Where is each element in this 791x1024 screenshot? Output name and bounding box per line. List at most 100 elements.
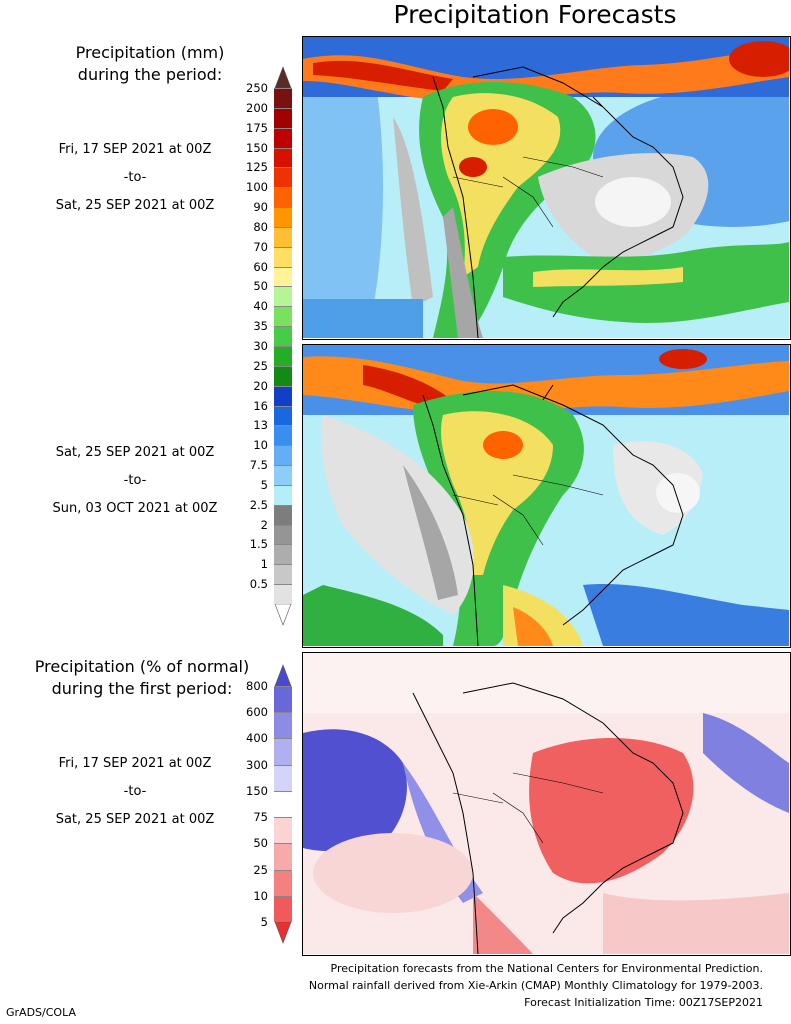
- period2-start: Sat, 25 SEP 2021 at 00Z: [55, 445, 215, 460]
- pct-colorbar-swatch: [274, 686, 292, 713]
- period1-sep: -to-: [123, 170, 147, 185]
- mm-colorbar-tick-label: 35: [253, 319, 268, 334]
- precip-mm-colorbar: [274, 66, 292, 626]
- pct-colorbar-tick-label: 10: [253, 888, 268, 903]
- mm-colorbar-swatch: [274, 544, 292, 565]
- pct-colorbar-swatch: [274, 712, 292, 739]
- mm-colorbar-tick-label: 60: [253, 259, 268, 274]
- mm-colorbar-swatch: [274, 504, 292, 525]
- mm-colorbar-tick-label: 90: [253, 200, 268, 215]
- mm-colorbar-swatch: [274, 484, 292, 505]
- mm-colorbar-tick-label: 2.5: [249, 497, 268, 512]
- precip-pct-heading: Precipitation (% of normal) during the f…: [12, 656, 272, 700]
- pct-colorbar-tick-label: 5: [260, 915, 268, 929]
- mm-colorbar-swatch: [274, 147, 292, 168]
- period2-end: Sun, 03 OCT 2021 at 00Z: [52, 501, 218, 516]
- mm-colorbar-tick-label: 100: [246, 180, 268, 195]
- footer-line1: Precipitation forecasts from the Nationa…: [330, 962, 764, 975]
- mm-colorbar-tick-label: 125: [246, 160, 268, 175]
- period1-end: Sat, 25 SEP 2021 at 00Z: [55, 198, 215, 213]
- mm-colorbar-top-arrow: [274, 66, 292, 88]
- precip-map-period1: [302, 36, 791, 340]
- pct-colorbar-swatch: [274, 895, 292, 922]
- mm-colorbar-swatch: [274, 207, 292, 227]
- mm-colorbar-tick-label: 16: [253, 398, 268, 413]
- mm-colorbar-tick-label: 80: [253, 219, 268, 234]
- mm-colorbar-swatch: [274, 306, 292, 327]
- period3-end: Sat, 25 SEP 2021 at 00Z: [55, 812, 215, 827]
- pct-colorbar-bottom-arrow: [274, 922, 292, 944]
- precip-pct-colorbar: [274, 664, 292, 944]
- mm-colorbar-tick-label: 40: [253, 299, 268, 314]
- mm-colorbar-swatch: [274, 385, 292, 406]
- mm-colorbar-swatch: [274, 187, 292, 208]
- mm-colorbar-tick-label: 20: [253, 378, 268, 393]
- page-title: Precipitation Forecasts: [393, 0, 677, 29]
- mm-colorbar-swatch: [274, 524, 292, 545]
- footer-line3: Forecast Initialization Time: 00Z17SEP20…: [524, 996, 763, 1009]
- mm-colorbar-tick-label: 50: [253, 279, 268, 294]
- mm-colorbar-swatch: [274, 127, 292, 148]
- mm-colorbar-tick-label: 13: [253, 418, 268, 433]
- mm-colorbar-swatch: [274, 346, 292, 366]
- pct-colorbar-tick-label: 150: [246, 783, 268, 798]
- pct-colorbar-swatch: [274, 817, 292, 844]
- mm-colorbar-tick-label: 7.5: [249, 458, 268, 473]
- mm-colorbar-tick-label: 10: [253, 438, 268, 453]
- mm-colorbar-swatch: [274, 226, 292, 247]
- pct-colorbar-tick-label: 400: [246, 731, 268, 746]
- mm-colorbar-tick-label: 25: [253, 358, 268, 373]
- pct-colorbar-swatch: [274, 869, 292, 896]
- mm-colorbar-swatch: [274, 266, 292, 287]
- mm-colorbar-swatch: [274, 246, 292, 267]
- pct-colorbar-tick-label: 300: [246, 757, 268, 772]
- footer-notes: Precipitation forecasts from the Nationa…: [309, 960, 763, 1011]
- period2-sep: -to-: [123, 473, 147, 488]
- mm-colorbar-swatch: [274, 326, 292, 346]
- mm-colorbar-swatch: [274, 584, 292, 604]
- mm-colorbar-tick-label: 0.5: [249, 577, 268, 592]
- precip-map-period2: [302, 344, 791, 648]
- mm-colorbar-swatch: [274, 465, 292, 485]
- credit-text: GrADS/COLA: [6, 1006, 76, 1019]
- period1-start: Fri, 17 SEP 2021 at 00Z: [58, 142, 212, 157]
- mm-colorbar-tick-label: 200: [246, 100, 268, 115]
- precip-mm-heading: Precipitation (mm) during the period:: [40, 42, 260, 86]
- mm-colorbar-swatch: [274, 425, 292, 446]
- pct-colorbar-tick-label: 50: [253, 836, 268, 851]
- precip-pct-heading-line2: during the first period:: [51, 679, 233, 698]
- mm-colorbar-swatch: [274, 564, 292, 585]
- mm-colorbar-tick-label: 150: [246, 140, 268, 155]
- mm-colorbar-swatch: [274, 88, 292, 108]
- period3-start: Fri, 17 SEP 2021 at 00Z: [58, 756, 212, 771]
- mm-colorbar-tick-label: 250: [246, 81, 268, 95]
- footer-line2: Normal rainfall derived from Xie-Arkin (…: [308, 979, 763, 992]
- mm-colorbar-tick-label: 2: [260, 517, 268, 532]
- pct-colorbar-tick-label: 800: [246, 679, 268, 693]
- precip-pct-heading-line1: Precipitation (% of normal): [34, 657, 250, 676]
- mm-colorbar-tick-label: 175: [246, 120, 268, 135]
- mm-colorbar-tick-label: 70: [253, 239, 268, 254]
- pct-colorbar-swatch: [274, 843, 292, 870]
- precip-mm-heading-line1: Precipitation (mm): [75, 43, 225, 62]
- mm-colorbar-swatch: [274, 286, 292, 307]
- mm-colorbar-swatch: [274, 107, 292, 128]
- period3-sep: -to-: [123, 784, 147, 799]
- pct-colorbar-tick-label: 25: [253, 862, 268, 877]
- pct-colorbar-tick-label: 600: [246, 705, 268, 720]
- mm-colorbar-swatch: [274, 365, 292, 386]
- pct-colorbar-tick-label: 75: [253, 810, 268, 825]
- mm-colorbar-swatch: [274, 405, 292, 426]
- precip-mm-heading-line2: during the period:: [77, 65, 223, 84]
- mm-colorbar-tick-label: 1: [260, 557, 268, 572]
- pct-colorbar-swatch: [274, 764, 292, 791]
- precip-pct-map: [302, 652, 791, 956]
- mm-colorbar-tick-label: 1.5: [249, 537, 268, 552]
- pct-colorbar-swatch: [274, 738, 292, 765]
- mm-colorbar-tick-label: 30: [253, 339, 268, 353]
- pct-colorbar-swatch: [274, 790, 292, 818]
- mm-colorbar-bottom-arrow: [274, 604, 292, 626]
- mm-colorbar-swatch: [274, 445, 292, 466]
- pct-colorbar-top-arrow: [274, 664, 292, 686]
- mm-colorbar-swatch: [274, 167, 292, 188]
